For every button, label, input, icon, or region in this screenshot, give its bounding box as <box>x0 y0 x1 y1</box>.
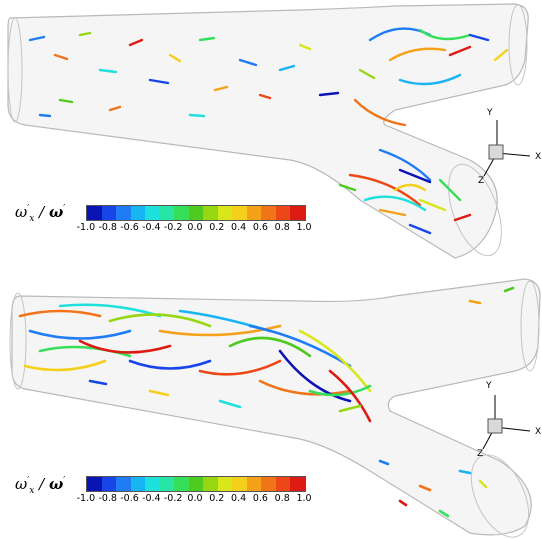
colorbar-swatch <box>275 206 291 220</box>
colorbar-swatch <box>87 206 102 220</box>
colorbar-swatch <box>174 477 189 491</box>
colorbar-tick-label: 0.8 <box>274 493 290 504</box>
axis-z-label: Z <box>477 449 484 459</box>
colorbar-tick-label: -0.2 <box>163 222 183 233</box>
bottom-panel: Y X Z ω′x / ω′ -1.0 -0.8 -0.6 -0.4 -0.2 0.0 0.… <box>0 271 542 539</box>
axis-y-label: Y <box>487 108 493 118</box>
pipe-outlet-lower <box>448 163 502 257</box>
colorbar-tick-label: 0.0 <box>187 493 203 504</box>
colorbar-swatch <box>116 477 131 491</box>
colorbar-tick-label: 0.2 <box>209 222 225 233</box>
colorbar-swatch <box>101 206 117 220</box>
pipe-outlet-upper <box>508 4 528 86</box>
bifurcation-vortex-render <box>9 278 541 538</box>
colorbar-tick-label: -0.6 <box>120 493 139 504</box>
colorbar-swatch <box>203 477 218 491</box>
pipe-outlet-lower <box>470 454 530 538</box>
colorbar-swatch <box>101 477 117 491</box>
colorbar-tick-label: 1.0 <box>296 493 312 504</box>
colorbar-tick-label: 0.6 <box>252 493 268 504</box>
colorbar-swatch <box>188 477 204 491</box>
axis-z-label: Z <box>478 176 485 186</box>
top-panel: Y X Z ω′x / ω′ -1.0 -0.8 -0.6 -0.4 -0.2 0.0 0.… <box>0 0 542 268</box>
colorbar-tick-label: -1.0 <box>76 493 96 504</box>
colorbar-swatch <box>203 206 218 220</box>
colorbar <box>86 205 306 221</box>
colorbar-tick-label: -0.6 <box>120 222 139 233</box>
vortex-structures <box>28 27 509 235</box>
colorbar-ticks: -1.0 -0.8 -0.6 -0.4 -0.2 0.0 0.2 0.4 0.6 0.8 1.0 <box>75 493 315 504</box>
colorbar-swatch <box>188 206 204 220</box>
colorbar-variable-label: ω′x / ω′ <box>15 475 66 496</box>
colorbar-ticks: -1.0 -0.8 -0.6 -0.4 -0.2 0.0 0.2 0.4 0.6 0.8 1.0 <box>75 222 315 233</box>
colorbar-variable-label: ω′x / ω′ <box>15 203 66 224</box>
colorbar-tick-label: -0.2 <box>163 493 183 504</box>
colorbar-swatch <box>116 206 131 220</box>
colorbar-swatch <box>261 206 276 220</box>
colorbar-tick-label: -0.8 <box>98 222 117 233</box>
colorbar-swatch <box>87 477 102 491</box>
colorbar-swatch <box>246 477 262 491</box>
colorbar-tick-label: 0.8 <box>274 222 290 233</box>
colorbar-swatch <box>145 477 160 491</box>
colorbar-swatch <box>130 206 146 220</box>
colorbar-tick-label: 1.0 <box>296 222 312 233</box>
colorbar-swatch <box>217 477 233 491</box>
colorbar-tick-label: 0.4 <box>231 222 247 233</box>
bifurcation-vortex-render <box>7 3 531 259</box>
colorbar-swatch <box>159 206 175 220</box>
colorbar-swatch <box>261 477 276 491</box>
pipe-outlet-upper <box>520 280 540 372</box>
axis-triad <box>482 395 531 450</box>
colorbar-swatch <box>217 206 233 220</box>
colorbar-swatch <box>246 206 262 220</box>
pipe-inlet-edge <box>9 292 27 390</box>
colorbar-swatch <box>145 206 160 220</box>
axis-x-label: X <box>535 152 542 162</box>
colorbar-tick-label: 0.0 <box>187 222 203 233</box>
colorbar <box>86 476 306 492</box>
colorbar-swatch <box>130 477 146 491</box>
pipe-body <box>11 278 541 536</box>
colorbar-tick-label: -1.0 <box>76 222 96 233</box>
pipe-inlet-edge <box>7 17 23 123</box>
axis-triad <box>483 120 531 177</box>
colorbar-tick-label: -0.8 <box>98 493 117 504</box>
colorbar-tick-label: 0.4 <box>231 493 247 504</box>
colorbar-swatch <box>159 477 175 491</box>
axis-x-label: X <box>535 427 542 437</box>
vortex-structures <box>18 286 515 518</box>
colorbar-swatch <box>290 477 305 491</box>
colorbar-swatch <box>290 206 305 220</box>
colorbar-tick-label: -0.4 <box>142 493 161 504</box>
colorbar-swatch <box>275 477 291 491</box>
colorbar-tick-label: 0.6 <box>252 222 268 233</box>
colorbar-tick-label: -0.4 <box>142 222 161 233</box>
axis-y-label: Y <box>486 381 492 391</box>
colorbar-swatch <box>232 206 247 220</box>
colorbar-swatch <box>232 477 247 491</box>
colorbar-tick-label: 0.2 <box>209 493 225 504</box>
colorbar-swatch <box>174 206 189 220</box>
